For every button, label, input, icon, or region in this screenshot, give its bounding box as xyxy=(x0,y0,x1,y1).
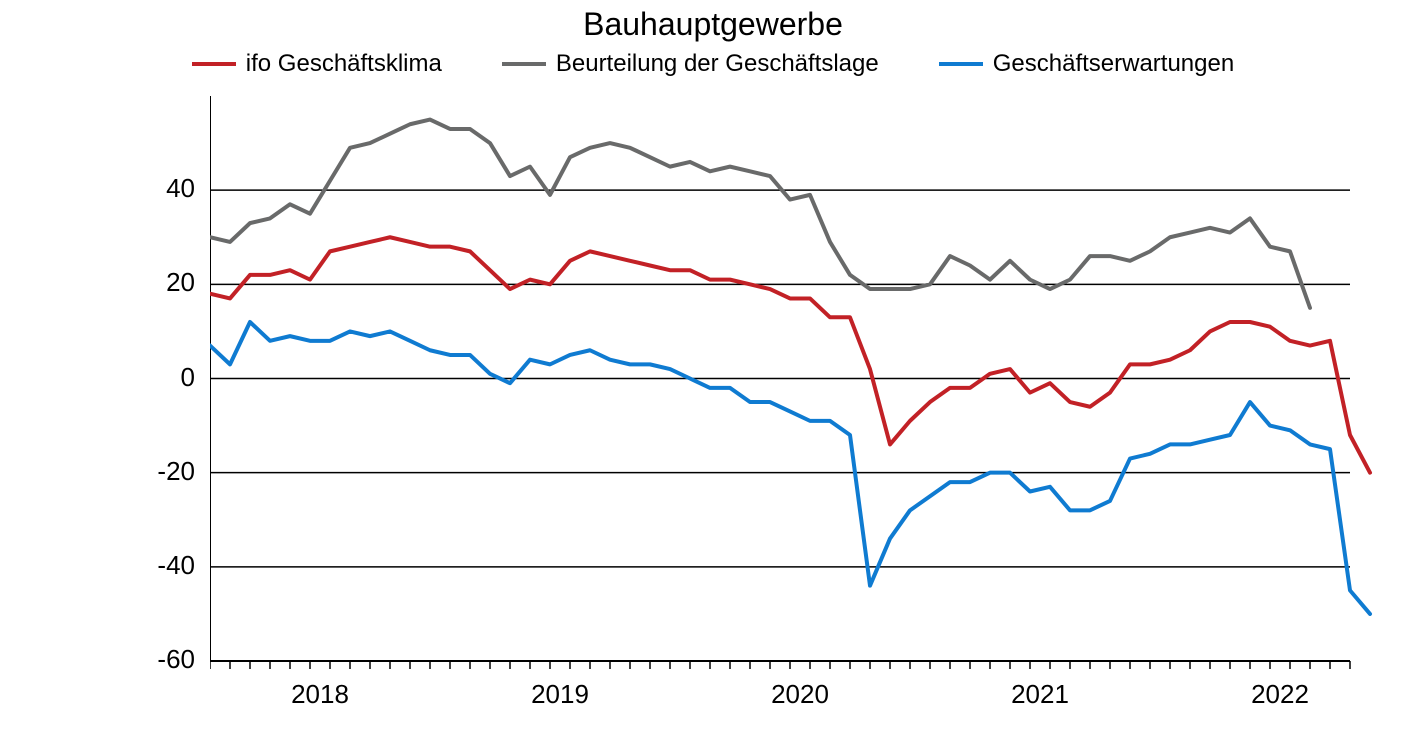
series-line xyxy=(210,120,1310,308)
chart-legend: ifo Geschäftsklima Beurteilung der Geschä… xyxy=(0,50,1426,78)
x-axis-label: 2022 xyxy=(1251,679,1309,710)
chart-plot xyxy=(210,96,1390,701)
series-line xyxy=(210,322,1370,614)
legend-item: Geschäftserwartungen xyxy=(939,50,1234,78)
legend-swatch xyxy=(502,62,546,66)
x-axis-label: 2018 xyxy=(291,679,349,710)
y-axis-label: -20 xyxy=(140,456,195,487)
legend-swatch xyxy=(939,62,983,66)
y-axis-label: -60 xyxy=(140,644,195,675)
y-axis-label: 20 xyxy=(140,267,195,298)
x-axis-label: 2020 xyxy=(771,679,829,710)
y-axis-label: 0 xyxy=(140,362,195,393)
y-axis-label: -40 xyxy=(140,550,195,581)
legend-item: Beurteilung der Geschäftslage xyxy=(502,50,879,78)
x-axis-label: 2021 xyxy=(1011,679,1069,710)
legend-label: Geschäftserwartungen xyxy=(993,50,1234,78)
legend-item: ifo Geschäftsklima xyxy=(192,50,442,78)
legend-swatch xyxy=(192,62,236,66)
y-axis-label: 40 xyxy=(140,173,195,204)
chart-title: Bauhauptgewerbe xyxy=(0,6,1426,43)
chart-container: Bauhauptgewerbe ifo Geschäftsklima Beurte… xyxy=(0,0,1426,747)
legend-label: ifo Geschäftsklima xyxy=(246,50,442,78)
x-axis-label: 2019 xyxy=(531,679,589,710)
legend-label: Beurteilung der Geschäftslage xyxy=(556,50,879,78)
series-line xyxy=(210,237,1370,472)
